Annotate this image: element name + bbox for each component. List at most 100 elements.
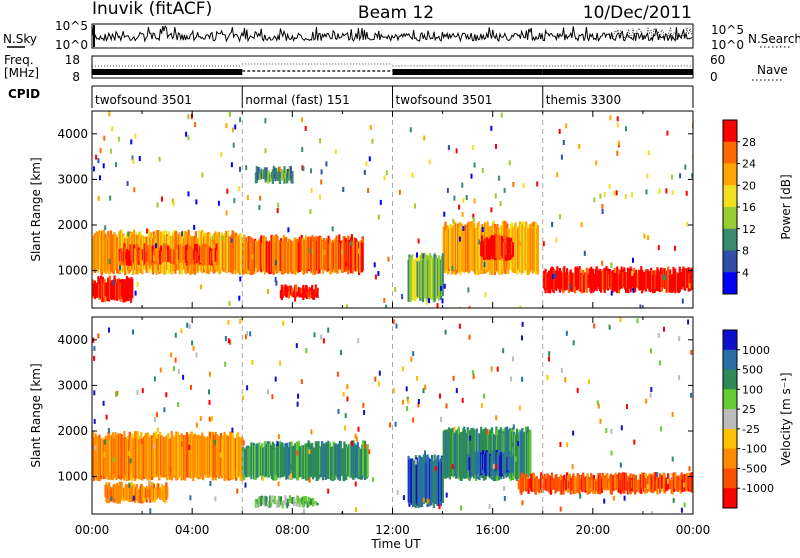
heatmap-point (495, 464, 497, 469)
heatmap-point (239, 277, 241, 282)
heatmap-point (234, 125, 236, 130)
heatmap-point (393, 388, 395, 393)
heatmap-point (214, 440, 216, 445)
heatmap-point (513, 424, 515, 429)
heatmap-cell (512, 242, 514, 257)
heatmap-point (355, 434, 357, 439)
nsearch-tick-low: 10^0 (711, 38, 744, 52)
heatmap-point (301, 379, 303, 384)
heatmap-point (502, 348, 504, 353)
heatmap-cell (442, 253, 444, 296)
heatmap-point (566, 331, 568, 336)
heatmap-point (343, 392, 345, 397)
heatmap-point (659, 361, 661, 366)
heatmap-point (412, 173, 414, 178)
heatmap-point (130, 139, 132, 144)
cpid-mode-label: twofsound 3501 (396, 93, 493, 107)
heatmap-point (666, 131, 668, 136)
colorbar-label: Velocity [m s⁻¹] (779, 372, 793, 465)
heatmap-point (650, 387, 652, 392)
heatmap-point (106, 415, 108, 420)
heatmap-point (247, 195, 249, 200)
heatmap-point (163, 407, 165, 412)
heatmap-point (439, 504, 441, 509)
nsearch-tick-high: 10^5 (711, 23, 744, 37)
freq-trace (92, 64, 693, 75)
heatmap-point (374, 377, 376, 382)
heatmap-cell (317, 503, 319, 505)
heatmap-point (310, 168, 312, 173)
heatmap-point (667, 479, 669, 484)
heatmap-point (690, 350, 692, 355)
heatmap-point (466, 195, 468, 200)
heatmap-point (386, 170, 388, 175)
heatmap-point (633, 268, 635, 273)
heatmap-point (104, 225, 106, 230)
heatmap-point (523, 183, 525, 188)
heatmap-point (595, 161, 597, 166)
heatmap-point (416, 253, 418, 258)
heatmap-point (327, 328, 329, 333)
heatmap-point (196, 423, 198, 428)
heatmap-point (456, 148, 458, 153)
heatmap-point (246, 331, 248, 336)
heatmap-point (460, 505, 462, 510)
heatmap-point (111, 497, 113, 502)
heatmap-cell (271, 495, 273, 503)
heatmap-point (181, 442, 183, 447)
heatmap-point (303, 509, 305, 514)
heatmap-point (249, 331, 251, 336)
y-tick-label: 1000 (57, 470, 88, 484)
heatmap-point (415, 460, 417, 465)
heatmap-point (243, 440, 245, 445)
heatmap-point (112, 280, 114, 285)
heatmap-point (571, 514, 573, 519)
heatmap-point (198, 256, 200, 261)
heatmap-point (100, 148, 102, 153)
heatmap-point (264, 118, 266, 123)
heatmap-point (218, 201, 220, 206)
colorbar-tick-label: 12 (742, 223, 756, 236)
heatmap-point (344, 426, 346, 431)
heatmap-point (146, 228, 148, 233)
heatmap-point (435, 466, 437, 471)
y-axis-label: Slant Range [km] (29, 157, 43, 261)
x-tick-label: 16:00 (475, 523, 510, 537)
heatmap-point (243, 235, 245, 240)
heatmap-point (603, 499, 605, 504)
heatmap-point (346, 384, 348, 389)
heatmap-point (323, 250, 325, 255)
heatmap-point (511, 442, 513, 447)
heatmap-point (357, 338, 359, 343)
colorbar-swatch (723, 272, 737, 294)
heatmap-point (639, 305, 641, 310)
heatmap-point (637, 318, 639, 323)
heatmap-point (656, 472, 658, 477)
x-tick-label: 00:00 (75, 523, 110, 537)
heatmap-point (189, 495, 191, 500)
heatmap-point (279, 361, 281, 366)
x-tick-label: 08:00 (275, 523, 310, 537)
heatmap-point (564, 377, 566, 382)
heatmap-point (460, 246, 462, 251)
colorbar-label: Power [dB] (779, 174, 793, 239)
heatmap-point (440, 417, 442, 422)
heatmap-point (165, 392, 167, 397)
heatmap-point (233, 198, 235, 203)
heatmap-point (561, 368, 563, 373)
heatmap-point (196, 353, 198, 358)
heatmap-point (170, 353, 172, 358)
heatmap-point (189, 324, 191, 329)
heatmap-point (565, 123, 567, 128)
heatmap-point (132, 330, 134, 335)
heatmap-point (497, 367, 499, 372)
heatmap-cells (92, 317, 694, 519)
heatmap-point (182, 375, 184, 380)
nsky-trace (92, 25, 693, 47)
heatmap-point (447, 188, 449, 193)
heatmap-point (157, 203, 159, 208)
colorbar-tick-label: 24 (742, 158, 756, 171)
heatmap-point (187, 135, 189, 140)
colorbar-swatch (723, 120, 737, 142)
heatmap-point (115, 392, 117, 397)
